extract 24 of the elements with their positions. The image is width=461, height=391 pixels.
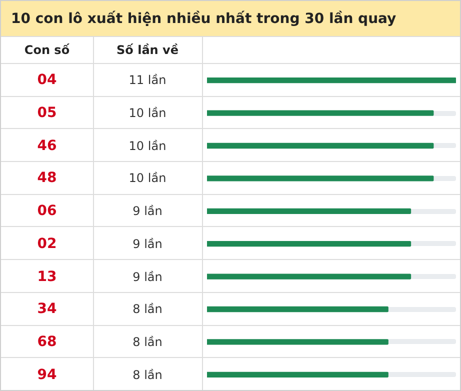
data-label: 9 lần [132, 270, 162, 284]
y-tick-label: 06 [37, 203, 57, 220]
y-tick-label: 34 [37, 301, 57, 318]
data-label: 9 lần [132, 236, 162, 251]
y-tick-label: 04 [37, 72, 57, 88]
bar [207, 78, 456, 84]
text: Số lần về [116, 43, 178, 57]
data-label: 10 lần [128, 106, 166, 120]
data-label: 11 lần [128, 73, 166, 88]
data-label: 9 lần [132, 204, 162, 218]
data-label: 10 lần [128, 138, 166, 153]
y-tick-label: 13 [37, 268, 57, 285]
data-label: 8 lần [132, 302, 162, 316]
chart-title: 10 con lô xuất hiện nhiều nhất trong 30 lần quay [11, 10, 396, 26]
y-tick-label: 68 [37, 334, 57, 350]
data-label: 10 lần [128, 171, 166, 186]
text: Con số [24, 43, 70, 57]
y-tick-label: 94 [37, 366, 57, 383]
y-tick-label: 46 [37, 138, 57, 154]
y-tick-label: 02 [37, 236, 57, 252]
data-label: 8 lần [132, 368, 162, 382]
data-label: 8 lần [132, 334, 162, 349]
y-tick-label: 05 [37, 105, 57, 122]
y-tick-label: 48 [37, 170, 57, 186]
